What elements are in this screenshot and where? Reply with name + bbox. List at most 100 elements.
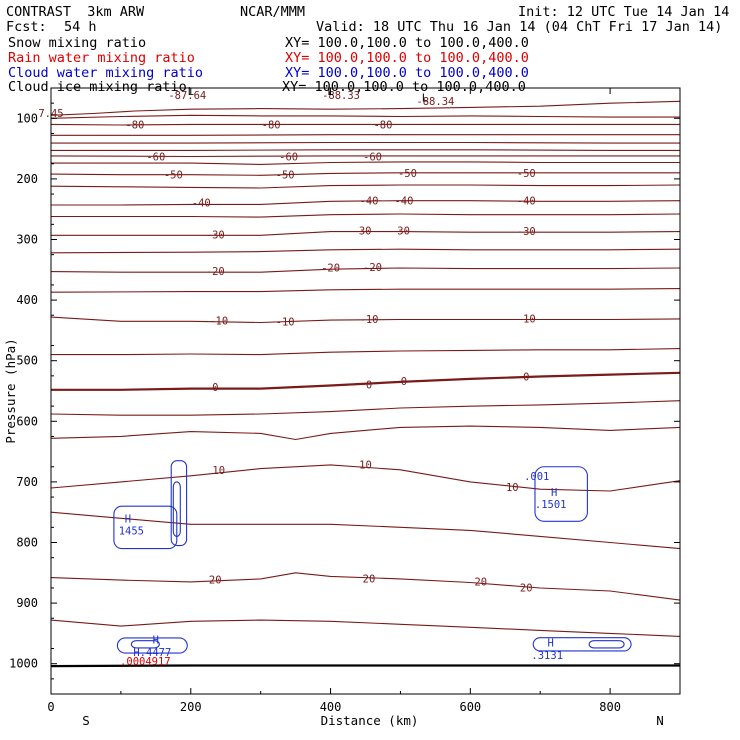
temperature-contour-label: -20 [363,262,382,274]
y-tick-label: 500 [16,354,38,368]
legend-ice-xy: XY= 100.0,100.0 to 100.0,400.0 [282,79,526,95]
temperature-contour-label: -50 [276,169,295,181]
cloud-water-label: H [125,513,131,525]
temperature-contour-label: -10 [209,315,228,327]
y-tick-label: 100 [16,111,38,125]
temperature-contour-label: -10 [517,313,536,325]
temperature-contour-label: -30 [517,226,536,238]
legend-snow-xy: XY= 100.0,100.0 to 100.0,400.0 [285,35,529,51]
y-tick-label: 600 [16,414,38,428]
x-tick-label: 600 [459,700,481,714]
x-axis-label: Distance (km) [321,713,419,728]
temperature-contour-label: -80 [373,120,392,132]
cloud-water-label: 1455 [119,526,144,538]
y-tick-label: 700 [16,475,38,489]
x-tick-label: 200 [180,700,202,714]
cloud-water-label: H.4477 [133,647,171,659]
temperature-isoline [51,141,680,144]
temperature-isoline [50,114,680,119]
temperature-contour-label: 20 [520,583,533,595]
init-time: Init: 12 UTC Tue 14 Jan 14 [518,4,730,20]
temperature-contour-label: -88.34 [416,96,454,108]
plot-frame [50,87,681,695]
temperature-isoline [50,664,680,668]
temperature-isoline [50,511,681,550]
legend-cloudwater-xy: XY= 100.0,100.0 to 100.0,400.0 [285,65,529,81]
temperature-isoline [50,184,681,189]
temperature-isoline [51,200,681,206]
temperature-contour-label: -80 [125,120,144,132]
cloud-water-label: H [548,638,554,650]
cloud-water-label: .001 [524,471,549,483]
rain-water-label: .0004917 [120,656,171,668]
y-tick-label: 300 [16,233,38,247]
temperature-contour-label: -60 [279,152,298,164]
temperature-contour-label: -40 [360,195,379,207]
temperature-isoline [50,155,680,158]
cloud-water-label: H [551,487,557,499]
legend-rain-name: Rain water mixing ratio [8,50,195,66]
valid-time: Valid: 18 UTC Thu 16 Jan 14 (04 ChT Fri … [316,19,723,35]
temperature-contour-label: -30 [353,226,372,238]
cloud-water-contour [588,640,625,649]
temperature-contour-label: -87.64 [168,90,206,102]
north-end-label: N [656,713,664,728]
temperature-isoline [50,100,681,116]
y-tick-label: 400 [16,293,38,307]
temperature-contour-label: 20 [209,575,222,587]
temperature-isoline [51,231,681,236]
cloud-water-label: .3131 [531,650,563,662]
temperature-contour-label: -20 [321,263,340,275]
temperature-contour-label: 0 [523,372,529,384]
contour-labels: 7.45-87.64 -88.33-88.34-80 -80 -80-60 -60 -60… [38,86,566,668]
y-tick-label: 800 [16,536,38,550]
south-end-label: S [82,713,90,728]
temperature-isoline [50,288,681,293]
legend-cloudwater-name: Cloud water mixing ratio [8,65,204,81]
temperature-isoline [51,134,680,136]
cloud-water-contour [532,637,632,652]
cloud-water-contour [113,505,178,550]
temperature-contour-label: -30 [391,226,410,238]
cloud-water-contour [170,460,188,547]
ice-label: L [422,92,428,104]
temperature-isoline [51,371,681,391]
temperature-contour-label: -60 [146,152,165,164]
temperature-contour-label: -40 [394,195,413,207]
temperature-contour-label: 10 [359,460,372,472]
org-title: NCAR/MMM [240,4,306,20]
temperature-contour-label: 0 [401,376,407,388]
x-tick-label: 0 [47,700,54,714]
cloud-water-label: H [153,635,159,647]
temperature-isoline [51,161,680,165]
temperature-isoline [50,172,680,176]
temperature-contour-label: -50 [398,168,417,180]
temperature-contour-label: 10 [212,465,225,477]
cloud-water-contour [534,466,588,522]
legend-rain-xy: XY= 100.0,100.0 to 100.0,400.0 [285,50,529,66]
temperature-contour-label: -50 [164,169,183,181]
temperature-isolines [50,100,681,668]
temperature-isoline [50,123,680,126]
temperature-contour-label: -10 [276,317,295,329]
legend-ice-name: Cloud ice mixing ratio [8,79,187,95]
y-tick-label: 900 [16,596,38,610]
temperature-isoline [50,267,681,273]
cloud-water-contour [116,637,188,654]
temperature-isoline [51,149,680,151]
temperature-contour-label: 20 [474,576,487,588]
x-tick-label: 400 [320,700,342,714]
temperature-contour-label: -30 [206,229,225,241]
temperature-contour-label: 20 [363,573,376,585]
temperature-contour-label: 10 [506,482,519,494]
temperature-contour-label: -50 [517,168,536,180]
temperature-contour-label: 0 [366,380,372,392]
temperature-isoline [50,316,681,324]
temperature-contour-label: -40 [192,198,211,210]
y-tick-label: 200 [16,172,38,186]
fcst-label: Fcst: [6,19,47,35]
temperature-contour-label: -40 [517,195,536,207]
legend-snow-name: Snow mixing ratio [8,35,147,51]
cloud-water-contour [130,640,160,649]
